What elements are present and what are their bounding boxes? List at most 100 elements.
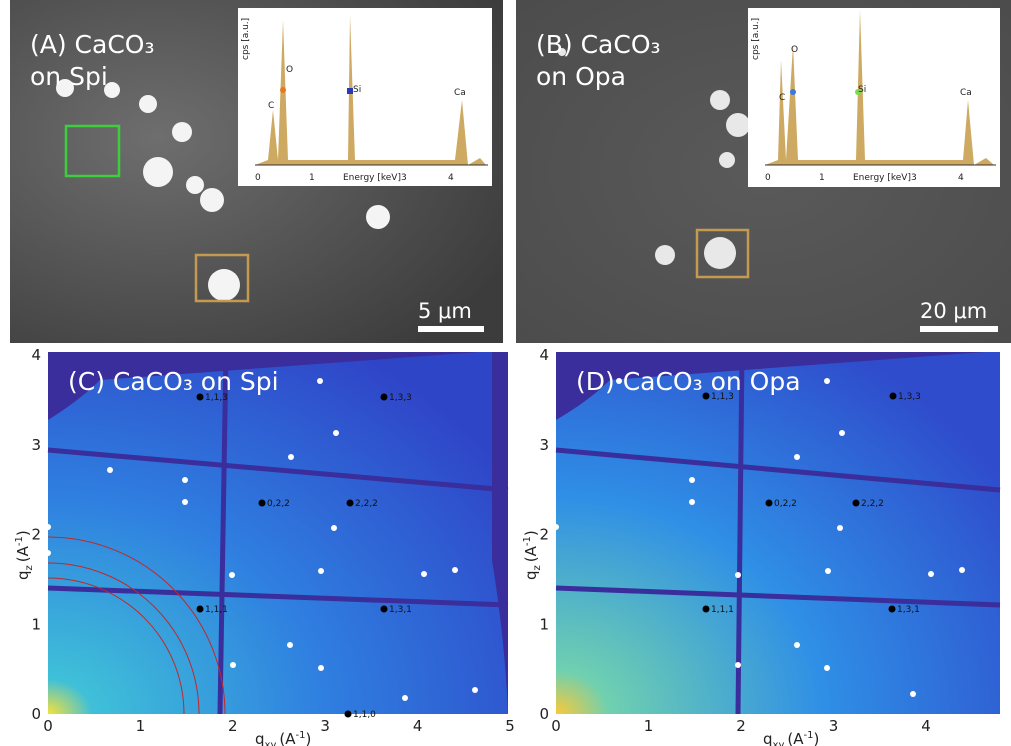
inset-tick: 1 xyxy=(819,173,825,183)
panel-label: on Spi xyxy=(30,62,108,91)
axis-exponent: -1 xyxy=(14,536,25,546)
panel-b: 20 μm xyxy=(516,0,1011,343)
inset-tick: 3 xyxy=(401,173,407,183)
axis-unit: (A xyxy=(279,730,296,746)
reflection-label: 2,2,2 xyxy=(355,499,378,509)
y-tick-label: 1 xyxy=(539,615,549,633)
diffraction-spot xyxy=(182,477,188,483)
reflection-label: 0,2,2 xyxy=(774,499,797,509)
reflection-label: 1,1,3 xyxy=(205,393,228,403)
diffraction-spot xyxy=(317,378,323,384)
x-tick-label: 0 xyxy=(43,717,53,735)
scale-bar-label: 5 μm xyxy=(418,299,472,323)
scale-bar-label: 20 μm xyxy=(920,299,987,323)
diffraction-spot xyxy=(616,378,622,384)
y-tick-label: 2 xyxy=(31,526,41,544)
panel-d xyxy=(555,351,1001,715)
reflection-label: 0,2,2 xyxy=(267,499,290,509)
diffraction-spot xyxy=(824,665,830,671)
panel-label: (A) CaCO₃ xyxy=(30,30,155,59)
inset-tick: 0 xyxy=(255,173,261,183)
diffraction-spot xyxy=(824,378,830,384)
reflection-label: 1,1,1 xyxy=(205,605,228,615)
x-tick-label: 4 xyxy=(921,717,931,735)
reflection-marker xyxy=(346,499,354,507)
reflection-marker xyxy=(196,393,204,401)
x-axis-label: qxy (A-1) xyxy=(763,730,819,746)
panel-a: 5 μm xyxy=(10,0,503,343)
axis-close: ) xyxy=(813,730,819,746)
x-tick-label: 1 xyxy=(644,717,654,735)
diffraction-spot xyxy=(45,550,51,556)
axis-close: ) xyxy=(522,530,540,536)
axis-exponent: -1 xyxy=(296,730,306,741)
diffraction-spot xyxy=(839,430,845,436)
inset-peak: O xyxy=(286,65,293,75)
diffraction-spot xyxy=(794,642,800,648)
panel-label: (C) CaCO₃ on Spi xyxy=(68,367,279,396)
y-tick-label: 4 xyxy=(31,346,41,364)
panel-c xyxy=(47,351,509,715)
inset-tick: 4 xyxy=(958,173,964,183)
inset-peak: O xyxy=(791,45,798,55)
reflection-marker xyxy=(765,499,773,507)
axis-symbol: q xyxy=(522,570,540,580)
inset-peak: Ca xyxy=(454,88,466,98)
inset-y-label: cps [a.u.] xyxy=(241,18,251,60)
x-tick-label: 2 xyxy=(228,717,238,735)
diffraction-spot xyxy=(421,571,427,577)
reflection-label: 1,3,3 xyxy=(389,393,412,403)
inset-x-label: Energy [keV] xyxy=(343,173,401,183)
reflection-marker xyxy=(344,710,352,718)
diffraction-spot xyxy=(288,454,294,460)
axis-exponent: -1 xyxy=(804,730,814,741)
x-tick-label: 1 xyxy=(136,717,146,735)
reflection-label: 1,3,1 xyxy=(389,605,412,615)
labels: (A) CaCO₃ on Spi cps [a.u.] Energy [keV] 0 1 3… xyxy=(14,18,972,746)
reflection-marker xyxy=(196,605,204,613)
reflection-marker xyxy=(380,393,388,401)
diffraction-spot xyxy=(331,525,337,531)
x-tick-label: 4 xyxy=(413,717,423,735)
axis-exponent: -1 xyxy=(522,536,533,546)
diffraction-spot xyxy=(825,568,831,574)
x-tick-label: 2 xyxy=(736,717,746,735)
y-axis-label: qz (A-1) xyxy=(522,530,543,580)
inset-peak: C xyxy=(779,93,785,103)
axis-subscript: xy xyxy=(773,740,785,746)
diffraction-spot xyxy=(959,567,965,573)
inset-peak: Si xyxy=(858,85,866,95)
diffraction-spot xyxy=(318,665,324,671)
inset-peak: Si xyxy=(353,85,361,95)
axis-unit: (A xyxy=(522,545,540,562)
diffraction-spot xyxy=(318,568,324,574)
diffraction-spot xyxy=(735,662,741,668)
reflection-marker xyxy=(889,392,897,400)
inset-y-label: cps [a.u.] xyxy=(751,18,761,60)
y-tick-label: 1 xyxy=(31,615,41,633)
axis-unit: (A xyxy=(787,730,804,746)
y-tick-label: 0 xyxy=(31,705,41,723)
diffraction-spot xyxy=(402,695,408,701)
diffraction-spot xyxy=(689,477,695,483)
inset-tick: 0 xyxy=(765,173,771,183)
diffraction-spot xyxy=(910,691,916,697)
inset-tick: 4 xyxy=(448,173,454,183)
diffraction-spot xyxy=(689,499,695,505)
diffraction-spot xyxy=(837,525,843,531)
reflection-marker xyxy=(852,499,860,507)
y-tick-label: 2 xyxy=(539,526,549,544)
inset-peak: C xyxy=(268,101,274,111)
panel-label: (B) CaCO₃ xyxy=(536,30,661,59)
diffraction-spot xyxy=(287,642,293,648)
axis-symbol: q xyxy=(14,570,32,580)
y-tick-label: 4 xyxy=(539,346,549,364)
reflection-label: 2,2,2 xyxy=(861,499,884,509)
axis-subscript: z xyxy=(532,565,543,570)
diffraction-spot xyxy=(333,430,339,436)
diffraction-spot xyxy=(452,567,458,573)
inset-peak: Ca xyxy=(960,88,972,98)
axis-symbol: q xyxy=(255,730,265,746)
diffraction-spot xyxy=(928,571,934,577)
